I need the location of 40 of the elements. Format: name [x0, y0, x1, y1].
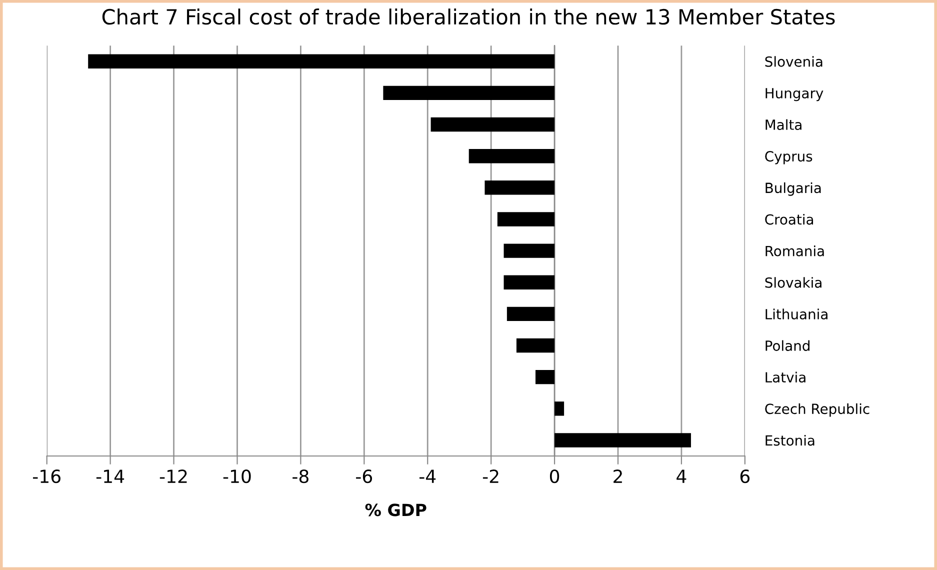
y-tick-label: Croatia: [765, 214, 814, 225]
y-tick-label: Latvia: [766, 372, 806, 383]
y-tick-label: Slovakia: [765, 277, 822, 288]
x-tick-label: -14: [96, 470, 124, 483]
x-tick-label: -12: [160, 470, 187, 483]
y-tick-label: Poland: [766, 340, 810, 351]
bar: [504, 244, 555, 258]
bar: [535, 370, 555, 384]
x-tick-label: -4: [419, 470, 436, 483]
chart-title: Chart 7 Fiscal cost of trade liberalization in the new 13 Member States: [102, 8, 835, 25]
x-tick-label: 0: [550, 470, 560, 484]
bar: [554, 402, 564, 416]
x-axis-title: % GDP: [365, 504, 426, 516]
bar: [497, 212, 555, 226]
y-tick-label: Slovenia: [765, 56, 822, 67]
y-tick-label: Czech Republic: [765, 403, 870, 417]
x-tick-label: -6: [356, 470, 372, 484]
bar: [504, 275, 555, 290]
bar: [484, 180, 555, 195]
y-tick-label: Estonia: [766, 434, 814, 446]
bar: [383, 86, 555, 100]
bar: [506, 306, 555, 322]
y-tick-label: Hungary: [766, 88, 824, 102]
x-tick-label: -8: [292, 470, 308, 484]
x-tick-label: -16: [32, 470, 60, 484]
y-tick-label: Malta: [766, 119, 802, 130]
x-tick-label: 6: [740, 470, 750, 484]
bar: [430, 117, 555, 132]
x-tick-label: -10: [223, 470, 251, 484]
y-tick-label: Lithuania: [766, 308, 828, 320]
bar: [468, 148, 555, 164]
y-tick-label: Romania: [766, 246, 824, 256]
x-tick-label: -2: [482, 470, 498, 483]
bar: [554, 433, 691, 448]
y-tick-label: Cyprus: [765, 151, 812, 164]
y-tick-label: Bulgaria: [766, 182, 821, 196]
x-tick-label: 4: [676, 470, 686, 483]
bar: [516, 338, 555, 353]
bar: [88, 54, 555, 68]
x-tick-label: 2: [614, 470, 622, 483]
